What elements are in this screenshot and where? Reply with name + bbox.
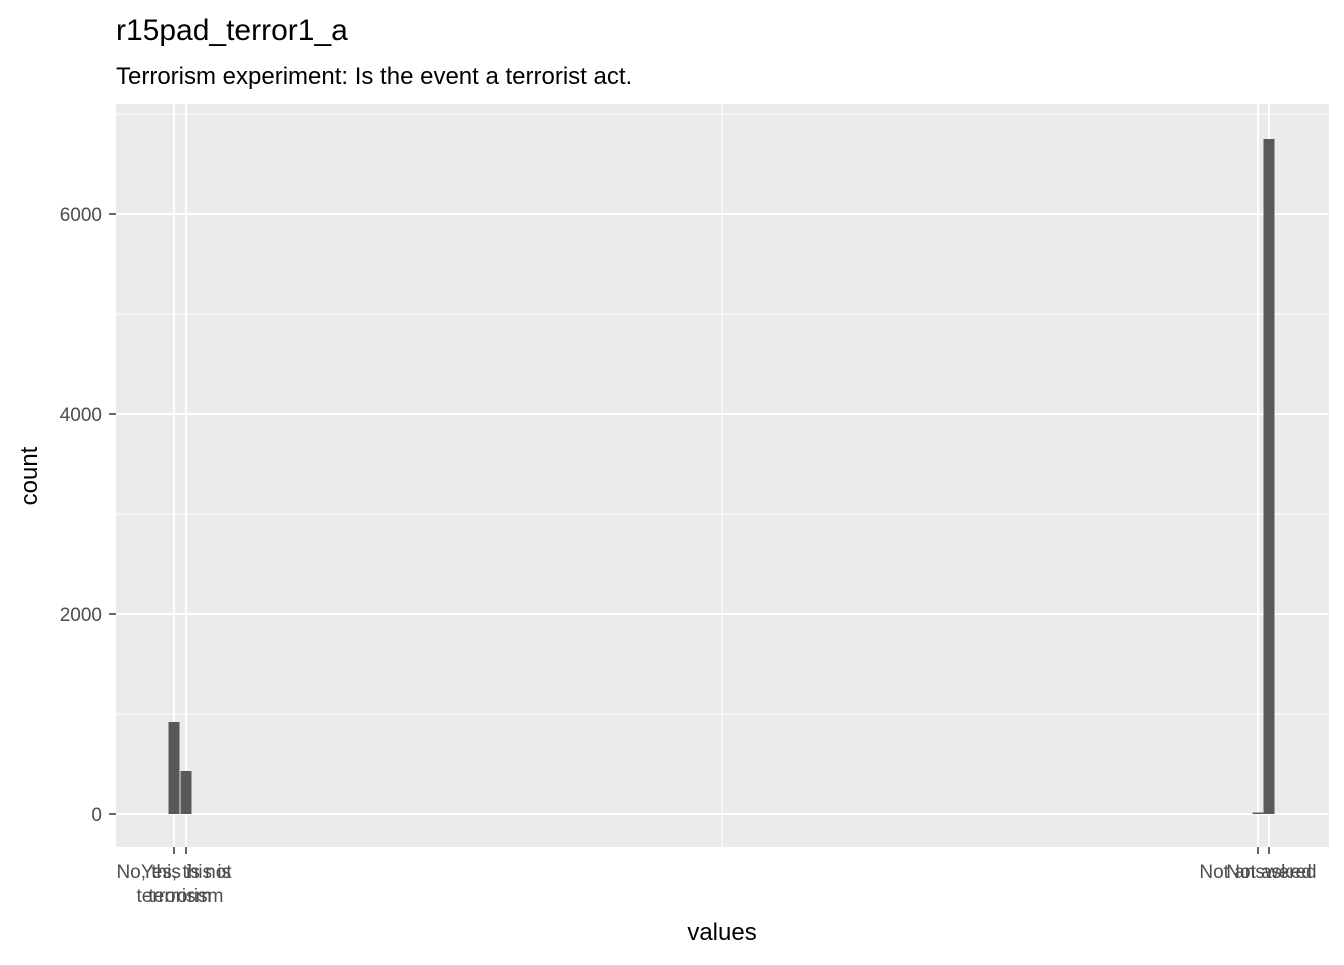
y-tick-label: 0	[91, 805, 102, 826]
bar	[180, 771, 192, 814]
x-tick-label: Yes, this is terrorism	[141, 862, 231, 907]
x-axis-title: values	[687, 919, 756, 946]
y-tick-label: 6000	[60, 205, 102, 226]
y-axis: 0 2000 4000 6000	[60, 205, 116, 826]
chart-title: r15pad_terror1_a	[116, 14, 348, 47]
bar	[1252, 812, 1264, 814]
y-axis-title: count	[16, 446, 43, 505]
bar	[168, 722, 180, 814]
x-tick-label: No, this is not terrorism	[116, 862, 232, 907]
bar	[1263, 139, 1275, 814]
chart-subtitle: Terrorism experiment: Is the event a ter…	[116, 63, 632, 90]
x-tick-label: Not asked	[1226, 862, 1312, 883]
x-tick-label: Not answered	[1199, 862, 1316, 883]
y-tick-label: 4000	[60, 405, 102, 426]
bars-group	[168, 139, 1275, 814]
grid-minor	[116, 104, 1329, 847]
y-tick-label: 2000	[60, 605, 102, 626]
